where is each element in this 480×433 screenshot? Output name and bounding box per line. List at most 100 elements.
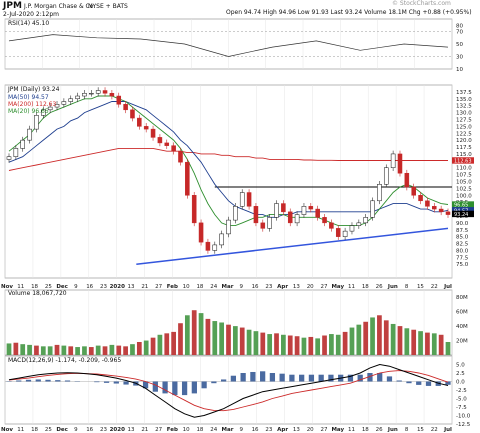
macd-histogram-bar <box>152 381 158 392</box>
volume-bar <box>246 329 252 355</box>
macd-histogram-bar <box>318 374 324 382</box>
macd-tick-label: 5.0 <box>456 363 465 369</box>
volume-bar <box>47 346 53 355</box>
candle-body <box>404 172 410 188</box>
macd-histogram-bar <box>367 373 373 382</box>
candle-body <box>370 200 375 218</box>
macd-histogram-bar <box>103 381 110 383</box>
watermark: © StockCharts.com <box>392 0 451 7</box>
x-axis-label: 18 <box>362 284 369 290</box>
x-axis-label: 9 <box>240 284 244 290</box>
x-axis-label: Mar <box>222 284 234 290</box>
macd-histogram-bar <box>45 379 51 382</box>
volume-bar <box>178 323 183 355</box>
price-tick-label: 102.5 <box>456 186 472 192</box>
candle-body <box>54 104 60 108</box>
macd-label: MACD(12,26,9) -1.174, -0.209, -0.965 <box>8 357 122 364</box>
volume-bar <box>445 342 451 355</box>
macd-histogram-bar <box>211 381 217 384</box>
x-axis-label-bottom: 13 <box>128 427 135 433</box>
volume-bar <box>260 332 266 355</box>
candle-body <box>253 206 259 224</box>
macd-histogram-bar <box>201 381 207 389</box>
candle-body <box>102 90 108 94</box>
x-axis-label-bottom: 27 <box>155 427 162 433</box>
macd-histogram-bar <box>181 381 188 396</box>
price-tick-label: 80.0 <box>456 248 469 254</box>
rsi-tick-label: 50 <box>456 42 463 48</box>
volume-bar <box>370 317 375 355</box>
macd-histogram-bar <box>260 371 266 382</box>
macd-histogram-bar <box>299 374 305 382</box>
candle-body <box>308 206 314 210</box>
macd-tick-label: -7.5 <box>456 405 467 411</box>
macd-histogram-bar <box>94 381 100 383</box>
volume-tick-label: 40M <box>456 324 468 330</box>
volume-bar <box>130 344 135 355</box>
candle-body <box>143 126 149 130</box>
volume-bar <box>322 335 327 355</box>
price-tag <box>452 157 474 164</box>
volume-bar <box>349 327 355 355</box>
macd-histogram-bar <box>55 380 61 382</box>
x-axis-label: Apr <box>277 284 288 290</box>
macd-histogram-bar <box>386 376 393 382</box>
macd-histogram-bar <box>377 373 383 382</box>
ma200-line <box>8 147 448 171</box>
macd-histogram-bar <box>445 381 451 385</box>
candle-body <box>130 109 135 119</box>
macd-tick-label: 2.5 <box>456 371 465 377</box>
x-axis-label-bottom: 13 <box>293 427 300 433</box>
price-tick-label: 110.0 <box>456 166 472 172</box>
x-axis-label-bottom: 22 <box>431 427 438 433</box>
macd-histogram-bar <box>406 381 412 384</box>
volume-tick-label: 60M <box>456 310 468 316</box>
candle-body <box>260 222 266 229</box>
volume-bar <box>191 310 197 355</box>
candle-body <box>198 222 204 243</box>
volume-bar <box>253 331 259 355</box>
x-axis-label: 15 <box>417 284 424 290</box>
x-axis-label-bottom: Jun <box>387 427 398 433</box>
price-tick-label: 90.0 <box>456 221 469 227</box>
macd-histogram-bar <box>220 379 227 382</box>
candle-body <box>27 128 32 141</box>
x-axis-label-bottom: Dec <box>56 427 68 433</box>
x-axis-label-bottom: 18 <box>196 427 203 433</box>
volume-bar <box>356 324 362 355</box>
volume-bar <box>294 336 300 355</box>
x-axis-label: May <box>331 284 344 290</box>
macd-line <box>8 363 449 418</box>
candle-body <box>397 153 403 174</box>
macd-tick-label: -12.5 <box>456 422 471 428</box>
x-axis-label: 24 <box>210 284 217 290</box>
x-axis-label-bottom: 11 <box>17 427 24 433</box>
price-tick-label: 85.0 <box>456 235 469 241</box>
volume-bar <box>411 329 417 355</box>
macd-histogram-bar <box>64 380 71 382</box>
x-axis-label: 13 <box>128 284 135 290</box>
macd-tick-label: -10.0 <box>456 414 471 420</box>
price-tick-label: 132.5 <box>456 104 472 110</box>
volume-bar <box>6 343 12 355</box>
volume-bar <box>34 345 39 355</box>
candle-body <box>363 217 368 224</box>
x-axis-label: Jun <box>387 284 398 290</box>
candle-body <box>287 211 293 224</box>
x-axis-label: 11 <box>17 284 24 290</box>
x-axis-label: 23 <box>265 284 272 290</box>
macd-histogram-bar <box>191 381 197 394</box>
macd-histogram-bar <box>396 380 402 382</box>
x-axis-label-bottom: 26 <box>376 427 383 433</box>
rsi-tick-label: 30 <box>456 55 463 61</box>
candle-body <box>47 106 53 111</box>
candle-body <box>335 228 341 237</box>
x-axis-label: Dec <box>56 284 68 290</box>
rsi-tick-label: 70 <box>456 30 463 36</box>
macd-histogram-bar <box>123 381 129 385</box>
x-axis-label-bottom: 16 <box>252 427 259 433</box>
macd-histogram-bar <box>35 379 41 382</box>
volume-bar <box>116 345 122 355</box>
candle-body <box>301 206 307 215</box>
volume-bar <box>274 333 279 355</box>
